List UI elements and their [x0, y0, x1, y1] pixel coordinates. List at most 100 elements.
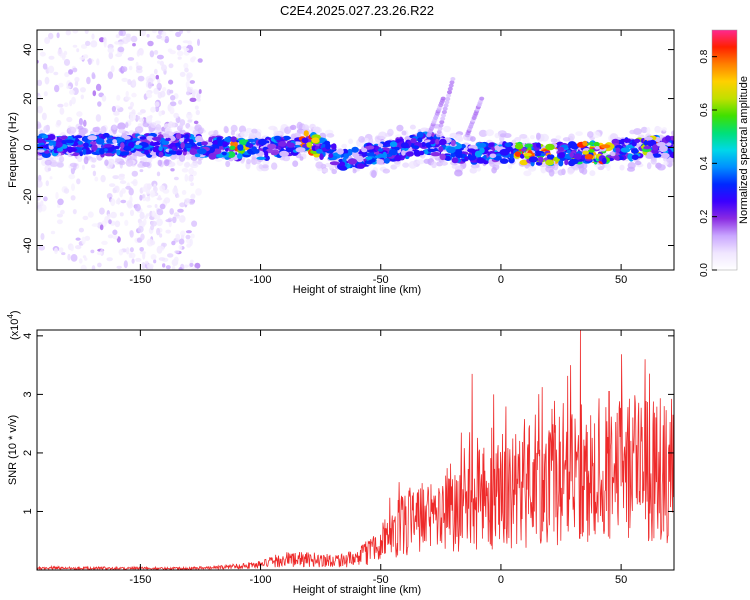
spectrogram-noise-mark	[165, 219, 172, 223]
spectrogram-noise-mark	[124, 219, 129, 226]
spectrogram-noise-mark	[69, 89, 75, 95]
spectrogram-band-mark	[454, 149, 463, 156]
spectrogram-band-mark	[158, 146, 163, 152]
spectrogram-noise-mark	[172, 216, 177, 224]
y-tick-label: 4	[22, 333, 34, 339]
spectrogram-noise-mark	[165, 229, 171, 234]
spectrogram-band-mark	[389, 141, 398, 148]
spectrogram-band-mark	[73, 146, 83, 153]
spectrogram-noise-mark	[75, 237, 81, 241]
spectrogram-noise-mark	[70, 244, 74, 252]
spectrogram-band-mark	[201, 141, 208, 146]
spectrogram-noise-mark	[139, 194, 143, 201]
spectrogram-halo-mark	[157, 159, 163, 167]
x-tick-label: -150	[129, 274, 151, 286]
spectrogram-noise-mark	[144, 260, 149, 265]
spectrogram-band-mark	[89, 141, 97, 145]
spectrogram-noise-mark	[147, 265, 154, 270]
spectrogram-noise-mark	[107, 71, 114, 80]
spectrogram-noise-mark	[167, 253, 174, 258]
spectrogram-noise-mark	[181, 190, 187, 195]
spectrogram-noise-mark	[190, 259, 194, 263]
spectrogram-noise-mark	[37, 92, 41, 96]
x-tick-label: 0	[498, 574, 504, 586]
spectrogram-noise-mark	[150, 106, 156, 113]
spectrogram-halo-mark	[640, 126, 648, 134]
spectrogram-noise-mark	[189, 238, 193, 246]
spectrogram-noise-mark	[127, 57, 135, 61]
spectrogram-noise-mark	[162, 263, 166, 268]
spectrogram-band-mark	[339, 165, 347, 171]
spectrogram-noise-mark	[110, 211, 117, 219]
spectrogram-noise-mark	[116, 265, 122, 269]
spectrogram-streak-mark	[445, 96, 451, 101]
spectrogram-noise-mark	[121, 77, 128, 82]
spectrogram-noise-mark	[186, 112, 193, 120]
spectrogram-halo-mark	[401, 130, 407, 136]
spectrogram-noise-mark	[169, 208, 174, 215]
spectrogram-band-mark	[246, 138, 256, 143]
spectrogram-noise-mark	[81, 164, 85, 170]
spectrogram-noise-mark	[80, 264, 87, 270]
spectrogram-halo-mark	[225, 160, 231, 168]
spectrogram-noise-mark	[137, 75, 145, 82]
y-tick-label: 40	[22, 43, 34, 55]
spectrogram-band-mark	[489, 153, 497, 159]
colorbar-tick-label: 0.4	[699, 156, 710, 170]
spectrogram-noise-mark	[61, 252, 66, 256]
spectrogram-noise-mark	[193, 120, 199, 125]
spectrogram-noise-mark	[186, 30, 191, 34]
spectrogram-noise-mark	[79, 56, 85, 61]
spectrogram-noise-mark	[95, 83, 102, 91]
spectrogram-noise-mark	[156, 227, 161, 236]
spectrogram-band-mark	[319, 153, 324, 160]
spectrogram-x-ticks: -150 -100 -50 0 50	[129, 30, 627, 286]
spectrogram-band-mark	[224, 136, 232, 143]
spectrogram-noise-mark	[127, 79, 132, 85]
spectrogram-halo-mark	[163, 159, 170, 167]
spectrogram-halo-mark	[315, 161, 324, 169]
spectrogram-streak-mark	[446, 93, 452, 98]
spectrogram-band-mark	[104, 152, 114, 157]
spectrogram-noise-mark	[112, 175, 120, 180]
spectrogram-noise-mark	[70, 254, 78, 262]
spectrogram-noise-mark	[141, 186, 149, 192]
spectrogram-noise-mark	[170, 95, 176, 101]
spectrogram-noise-mark	[91, 265, 96, 270]
spectrogram-noise-mark	[140, 233, 145, 241]
y-tick-label: -40	[22, 238, 34, 254]
spectrogram-noise-mark	[150, 254, 157, 260]
spectrogram-band-mark	[389, 148, 398, 156]
spectrogram-band-mark	[44, 150, 50, 154]
spectrogram-band-mark	[120, 151, 130, 156]
spectrogram-noise-mark	[126, 200, 132, 208]
spectrogram-band-mark	[499, 158, 509, 164]
spectrogram-noise-mark	[172, 187, 179, 195]
spectrogram-band-mark	[67, 135, 73, 141]
spectrogram-band-mark	[41, 134, 49, 139]
spectrogram-noise-mark	[191, 56, 197, 61]
spectrogram-halo-mark	[589, 170, 596, 177]
spectrogram-noise-mark	[197, 38, 200, 47]
spectrogram-band-mark	[151, 136, 162, 141]
spectrogram-halo-mark	[368, 137, 374, 145]
spectrogram-band-mark	[65, 139, 75, 144]
spectrogram-noise-mark	[178, 238, 185, 245]
spectrogram-band-mark	[183, 143, 192, 148]
spectrogram-halo-mark	[555, 135, 562, 140]
spectrogram-band-mark	[86, 149, 92, 155]
spectrogram-noise-mark	[57, 49, 63, 57]
spectrogram-band-mark	[282, 135, 291, 141]
spectrogram-noise-mark	[58, 82, 64, 88]
spectrogram-band-mark	[627, 153, 634, 161]
spectrogram-band-mark	[258, 138, 267, 146]
spectrogram-noise-mark	[96, 58, 100, 66]
spectrogram-band-mark	[123, 145, 132, 152]
spectrogram-halo-mark	[118, 128, 126, 134]
spectrogram-halo-mark	[125, 159, 134, 167]
spectrogram-noise-mark	[181, 168, 189, 173]
spectrogram-noise-mark	[187, 175, 194, 182]
spectrogram-noise-mark	[192, 90, 196, 98]
y-tick-label: -20	[22, 189, 34, 205]
spectrogram-band-mark	[175, 143, 181, 147]
